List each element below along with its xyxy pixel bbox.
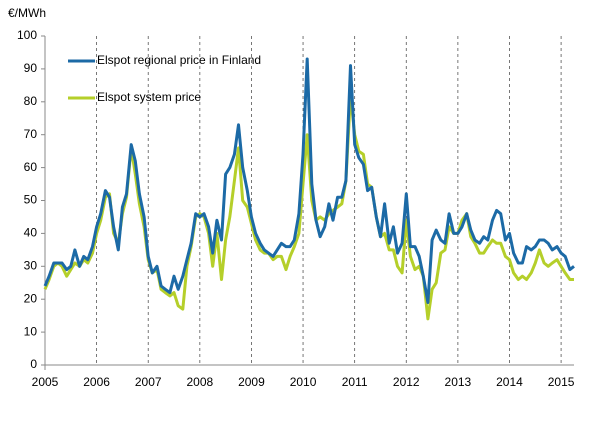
- x-tick-label: 2007: [135, 375, 162, 389]
- y-tick-label: 20: [24, 291, 38, 305]
- y-tick-label: 50: [24, 193, 38, 207]
- x-tick-label: 2010: [290, 375, 317, 389]
- x-tick-label: 2008: [186, 375, 213, 389]
- x-tick-label: 2015: [548, 375, 575, 389]
- y-tick-label: 10: [24, 324, 38, 338]
- y-tick-label: 30: [24, 258, 38, 272]
- x-tick-label: 2011: [342, 375, 368, 389]
- x-tick-label: 2013: [445, 375, 472, 389]
- y-axis-label: €/MWh: [8, 6, 46, 20]
- x-tick-label: 2014: [496, 375, 523, 389]
- series-line: [43, 93, 574, 321]
- legend-label: Elspot regional price in Finland: [97, 53, 261, 67]
- y-tick-label: 70: [24, 127, 38, 141]
- x-tick-label: 2012: [393, 375, 420, 389]
- y-tick-label: 90: [24, 61, 38, 75]
- y-tick-label: 60: [24, 160, 38, 174]
- x-tick-label: 2006: [83, 375, 110, 389]
- series-line: [43, 57, 575, 304]
- y-tick-label: 40: [24, 226, 38, 240]
- x-tick-label: 2009: [238, 375, 265, 389]
- y-tick-label: 100: [17, 28, 37, 42]
- y-tick-label: 80: [24, 94, 38, 108]
- y-tick-label: 0: [30, 357, 37, 371]
- legend-label: Elspot system price: [97, 90, 201, 104]
- x-tick-label: 2005: [32, 375, 59, 389]
